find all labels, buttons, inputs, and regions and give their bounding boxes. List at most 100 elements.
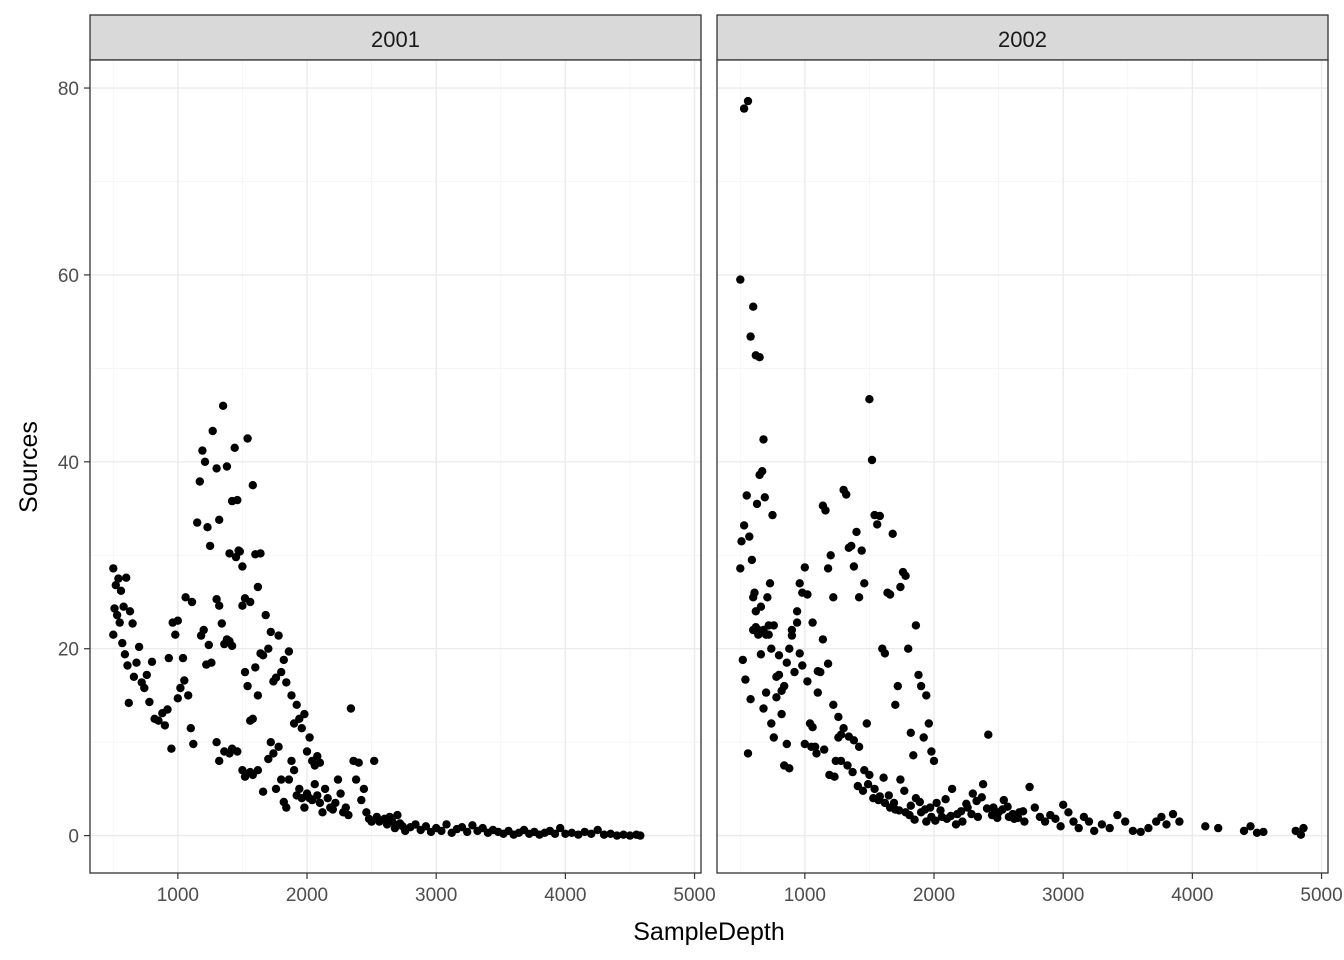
panel-2001: 2001 1000 2000 3000 4000 5000 0 20 40 60 80 xyxy=(58,14,716,906)
data-point xyxy=(315,758,325,767)
panel-border xyxy=(716,59,1329,874)
data-point xyxy=(839,724,848,733)
data-point xyxy=(759,435,768,444)
data-point xyxy=(741,675,750,684)
data-point xyxy=(354,758,363,767)
data-point xyxy=(865,770,874,780)
y-tick-label: 60 xyxy=(58,266,79,287)
data-point xyxy=(411,820,420,829)
data-point xyxy=(300,709,309,719)
data-point xyxy=(896,775,905,784)
data-point xyxy=(785,764,794,773)
data-point xyxy=(574,830,583,839)
data-point xyxy=(977,793,986,802)
data-point xyxy=(803,677,812,686)
data-point xyxy=(756,650,766,659)
data-point xyxy=(636,831,645,840)
data-point xyxy=(580,827,589,837)
data-point xyxy=(1025,782,1034,792)
data-point xyxy=(393,810,402,820)
data-point xyxy=(227,641,237,651)
data-point xyxy=(184,691,193,700)
data-point xyxy=(346,704,356,713)
data-point xyxy=(768,510,777,520)
data-point xyxy=(842,490,851,499)
data-point xyxy=(1090,826,1099,836)
data-point xyxy=(189,739,198,749)
data-point xyxy=(782,658,791,667)
data-point xyxy=(792,618,802,627)
data-point xyxy=(765,579,775,588)
data-point xyxy=(248,481,257,490)
data-point xyxy=(763,593,772,602)
data-point xyxy=(612,831,622,840)
data-point xyxy=(212,595,221,604)
data-point xyxy=(904,644,913,653)
data-point xyxy=(333,775,343,784)
data-point xyxy=(1069,817,1078,826)
data-point xyxy=(885,590,895,599)
data-point xyxy=(215,601,224,610)
data-point xyxy=(739,104,749,113)
data-point xyxy=(746,332,755,341)
data-point xyxy=(993,813,1002,823)
x-axis-title: SampleDepth xyxy=(633,918,784,946)
data-point xyxy=(173,616,182,625)
data-point xyxy=(829,700,838,709)
data-point xyxy=(328,805,337,814)
data-point xyxy=(941,795,950,804)
data-point xyxy=(752,499,762,509)
x-tick-label: 4000 xyxy=(1171,885,1213,906)
data-point xyxy=(225,549,234,558)
data-point xyxy=(208,426,217,436)
data-point xyxy=(261,610,270,620)
x-tick-label: 2000 xyxy=(286,885,328,906)
data-point xyxy=(795,649,804,658)
data-point xyxy=(599,830,609,839)
panel-background xyxy=(717,60,1328,873)
data-point xyxy=(264,754,273,764)
data-point xyxy=(852,527,861,537)
data-point xyxy=(800,739,809,749)
data-point xyxy=(854,742,864,751)
data-point xyxy=(359,784,369,794)
x-tick-label: 1000 xyxy=(157,885,199,906)
data-point xyxy=(978,780,988,789)
data-point xyxy=(122,573,131,582)
data-point xyxy=(823,659,833,668)
data-point xyxy=(818,635,828,644)
data-point xyxy=(909,751,918,760)
data-point xyxy=(140,683,149,693)
data-point xyxy=(1214,823,1223,833)
data-point xyxy=(962,799,971,808)
data-point xyxy=(115,618,124,627)
data-point xyxy=(848,767,857,777)
data-point xyxy=(300,803,309,812)
data-point xyxy=(154,716,163,725)
data-point xyxy=(931,816,940,825)
y-tick-label: 40 xyxy=(58,453,79,474)
data-point xyxy=(313,791,322,800)
data-point xyxy=(134,642,144,652)
data-point xyxy=(1296,830,1306,839)
data-point xyxy=(1064,808,1073,817)
data-point xyxy=(253,691,263,700)
data-point xyxy=(119,602,128,611)
data-point xyxy=(238,766,247,775)
data-point xyxy=(1299,823,1308,833)
panel-border xyxy=(89,59,702,874)
y-axis-title: Sources xyxy=(15,421,43,513)
data-point xyxy=(747,555,757,565)
data-point xyxy=(906,801,915,810)
data-point xyxy=(874,795,883,805)
data-point xyxy=(756,602,766,611)
data-point xyxy=(749,593,758,602)
data-point xyxy=(812,749,821,758)
data-point xyxy=(910,815,919,824)
data-point xyxy=(125,607,135,616)
data-point xyxy=(204,640,213,650)
data-point xyxy=(1162,820,1171,829)
data-point xyxy=(284,775,294,784)
data-point xyxy=(187,597,197,607)
data-point xyxy=(1259,827,1268,837)
